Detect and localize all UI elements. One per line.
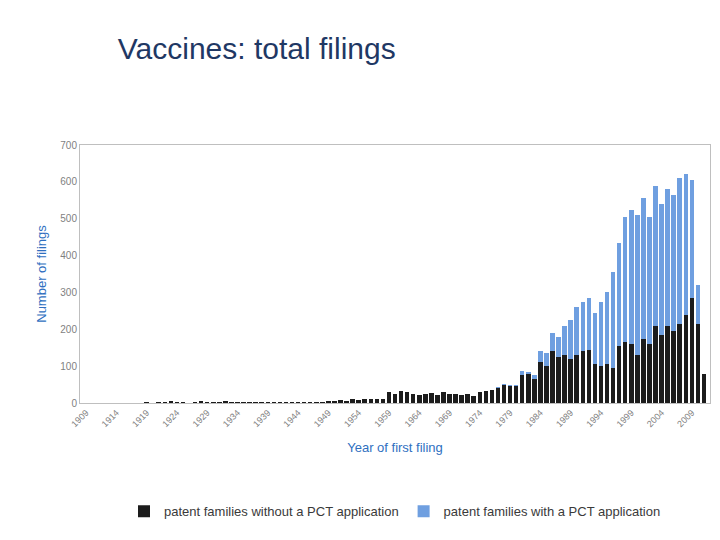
svg-text:1959: 1959 (372, 408, 393, 429)
svg-text:300: 300 (60, 287, 77, 298)
svg-text:1994: 1994 (584, 408, 605, 429)
svg-text:Vaccines: total filings: Vaccines: total filings (118, 32, 396, 65)
svg-text:500: 500 (60, 213, 77, 224)
svg-text:1989: 1989 (554, 408, 575, 429)
svg-text:Year of first filing: Year of first filing (347, 440, 443, 455)
svg-text:1934: 1934 (221, 408, 242, 429)
svg-text:1929: 1929 (191, 408, 212, 429)
svg-text:700: 700 (60, 140, 77, 151)
svg-text:1979: 1979 (493, 408, 514, 429)
svg-text:1964: 1964 (403, 408, 424, 429)
svg-text:Number of filings: Number of filings (34, 225, 49, 323)
svg-text:1909: 1909 (69, 408, 90, 429)
svg-text:1999: 1999 (615, 408, 636, 429)
svg-text:400: 400 (60, 250, 77, 261)
svg-text:2009: 2009 (675, 408, 696, 429)
svg-text:1974: 1974 (463, 408, 484, 429)
svg-text:600: 600 (60, 176, 77, 187)
svg-text:0: 0 (71, 398, 77, 409)
svg-text:1944: 1944 (281, 408, 302, 429)
svg-text:100: 100 (60, 361, 77, 372)
svg-text:1984: 1984 (524, 408, 545, 429)
svg-text:2004: 2004 (645, 408, 666, 429)
svg-text:1939: 1939 (251, 408, 272, 429)
svg-text:patent families with a PCT app: patent families with a PCT application (444, 504, 661, 519)
svg-text:patent families without a PCT: patent families without a PCT applicatio… (164, 504, 399, 519)
svg-text:1914: 1914 (100, 408, 121, 429)
svg-text:1954: 1954 (342, 408, 363, 429)
svg-text:1919: 1919 (130, 408, 151, 429)
svg-text:1949: 1949 (312, 408, 333, 429)
svg-text:200: 200 (60, 324, 77, 335)
svg-text:1924: 1924 (160, 408, 181, 429)
svg-text:1969: 1969 (433, 408, 454, 429)
